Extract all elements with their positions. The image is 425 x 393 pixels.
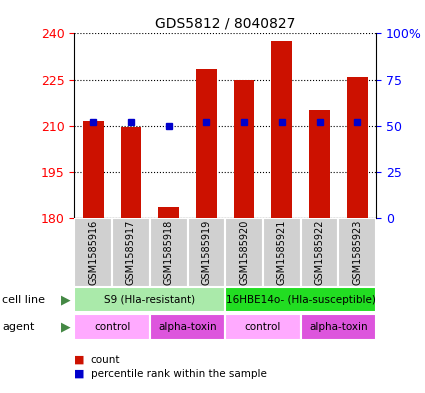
- Text: ■: ■: [74, 354, 85, 365]
- Bar: [112, 218, 150, 287]
- Text: count: count: [91, 354, 120, 365]
- Bar: [225, 218, 263, 287]
- Bar: [74, 287, 225, 312]
- Text: GSM1585921: GSM1585921: [277, 220, 287, 285]
- Text: GSM1585918: GSM1585918: [164, 220, 174, 285]
- Bar: [150, 314, 225, 340]
- Bar: [234, 80, 255, 218]
- Text: alpha-toxin: alpha-toxin: [158, 322, 217, 332]
- Bar: [272, 41, 292, 218]
- Bar: [347, 77, 368, 218]
- Text: percentile rank within the sample: percentile rank within the sample: [91, 369, 266, 379]
- Bar: [300, 218, 338, 287]
- Text: GSM1585922: GSM1585922: [314, 220, 325, 285]
- Bar: [196, 69, 217, 218]
- Bar: [225, 314, 300, 340]
- Text: control: control: [245, 322, 281, 332]
- Text: GSM1585917: GSM1585917: [126, 220, 136, 285]
- Bar: [83, 121, 104, 218]
- Text: ▶: ▶: [61, 293, 71, 306]
- Text: S9 (Hla-resistant): S9 (Hla-resistant): [104, 295, 196, 305]
- Bar: [74, 314, 150, 340]
- Bar: [309, 110, 330, 218]
- Bar: [150, 218, 187, 287]
- Bar: [158, 208, 179, 218]
- Text: agent: agent: [2, 322, 34, 332]
- Bar: [263, 218, 300, 287]
- Text: GSM1585916: GSM1585916: [88, 220, 98, 285]
- Text: ▶: ▶: [61, 321, 71, 334]
- Text: GSM1585920: GSM1585920: [239, 220, 249, 285]
- Text: cell line: cell line: [2, 295, 45, 305]
- Text: alpha-toxin: alpha-toxin: [309, 322, 368, 332]
- Text: ■: ■: [74, 369, 85, 379]
- Text: 16HBE14o- (Hla-susceptible): 16HBE14o- (Hla-susceptible): [226, 295, 376, 305]
- Bar: [121, 127, 142, 218]
- Bar: [187, 218, 225, 287]
- Text: control: control: [94, 322, 130, 332]
- Bar: [300, 314, 376, 340]
- Text: GSM1585923: GSM1585923: [352, 220, 362, 285]
- Bar: [74, 218, 112, 287]
- Bar: [225, 287, 376, 312]
- Text: GSM1585919: GSM1585919: [201, 220, 211, 285]
- Title: GDS5812 / 8040827: GDS5812 / 8040827: [155, 17, 295, 31]
- Bar: [338, 218, 376, 287]
